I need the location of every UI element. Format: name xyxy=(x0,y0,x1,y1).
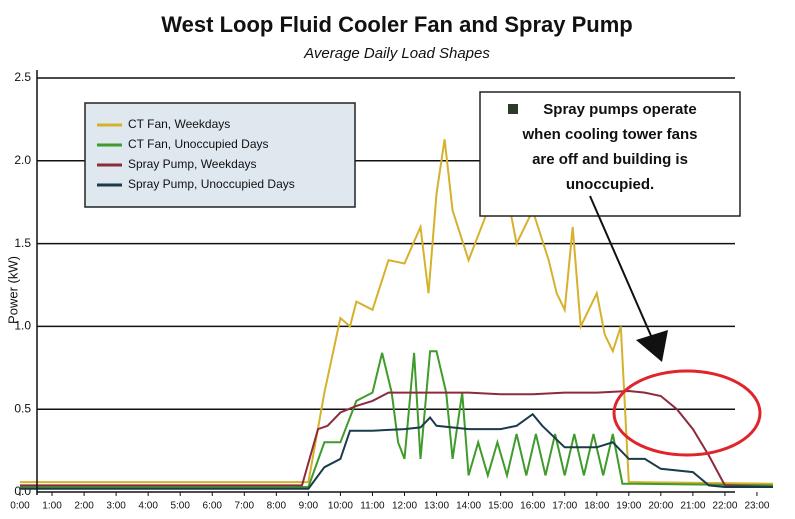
annotation-text: unoccupied. xyxy=(566,176,654,193)
bullet xyxy=(508,104,518,114)
x-tick-label: 12:00 xyxy=(392,501,417,512)
x-tick-label: 23:00 xyxy=(744,501,769,512)
y-tick-label: 1.0 xyxy=(14,319,31,333)
x-tick-label: 4:00 xyxy=(138,501,158,512)
legend-label: Spray Pump, Weekdays xyxy=(128,157,257,171)
x-tick-label: 19:00 xyxy=(616,501,641,512)
legend-box xyxy=(84,102,356,208)
series-line xyxy=(20,412,773,490)
x-tick-label: 5:00 xyxy=(170,501,190,512)
x-tick-label: 6:00 xyxy=(203,501,223,512)
x-tick-label: 2:00 xyxy=(74,501,94,512)
x-tick-label: 20:00 xyxy=(648,501,673,512)
y-axis-label: Power (kW) xyxy=(5,256,20,324)
legend-label: CT Fan, Unoccupied Days xyxy=(128,137,269,151)
series-line xyxy=(20,389,774,488)
x-tick-label: 16:00 xyxy=(520,501,545,512)
x-tick-label: 0:00 xyxy=(10,501,30,512)
legend: CT Fan, Weekdays CT Fan, Unoccupied Days S… xyxy=(84,102,356,208)
series-line xyxy=(20,350,774,488)
x-tick-label: 8:00 xyxy=(267,501,287,512)
annotation-text: when cooling tower fans xyxy=(521,126,697,143)
x-tick-label: 15:00 xyxy=(488,501,513,512)
legend-label: CT Fan, Weekdays xyxy=(128,117,230,131)
y-tick-label: 0.5 xyxy=(14,401,31,415)
x-tick-label: 13:00 xyxy=(424,501,449,512)
x-tick-label: 7:00 xyxy=(235,501,255,512)
chart-title: West Loop Fluid Cooler Fan and Spray Pum… xyxy=(161,12,632,37)
y-tick-label: 2.0 xyxy=(14,153,31,167)
chart-subtitle: Average Daily Load Shapes xyxy=(303,45,490,62)
legend-label: Spray Pump, Unoccupied Days xyxy=(128,177,295,191)
arrow-shaft xyxy=(589,195,653,339)
x-tick-label: 10:00 xyxy=(328,501,353,512)
x-tick-label: 1:00 xyxy=(42,501,62,512)
y-tick-label: 1.5 xyxy=(14,236,31,250)
x-tick-label: 17:00 xyxy=(552,501,577,512)
lines xyxy=(20,139,774,490)
x-tick-label: 14:00 xyxy=(456,501,481,512)
series-line xyxy=(20,139,774,485)
grid: 0.00.51.01.52.02.50:00 1:00 2:00 3:00 4:00 5:… xyxy=(10,70,770,511)
x-tick-label: 9:00 xyxy=(299,501,319,512)
x-tick-label: 18:00 xyxy=(584,501,609,512)
x-tick-label: 21:00 xyxy=(680,501,705,512)
annotation-box xyxy=(479,91,741,217)
y-tick-label: 2.5 xyxy=(14,70,31,84)
x-tick-label: 3:00 xyxy=(106,501,126,512)
annotation-text: are off and building is xyxy=(532,151,688,168)
x-tick-label: 11:00 xyxy=(360,501,385,512)
annotation-text: Spray pumps operate xyxy=(543,101,696,118)
x-tick-label: 22:00 xyxy=(712,501,737,512)
annotation: Spray pumps operate when cooling tower fa… xyxy=(479,91,741,217)
arrow-head xyxy=(636,330,668,362)
highlight-ellipse xyxy=(612,369,762,457)
